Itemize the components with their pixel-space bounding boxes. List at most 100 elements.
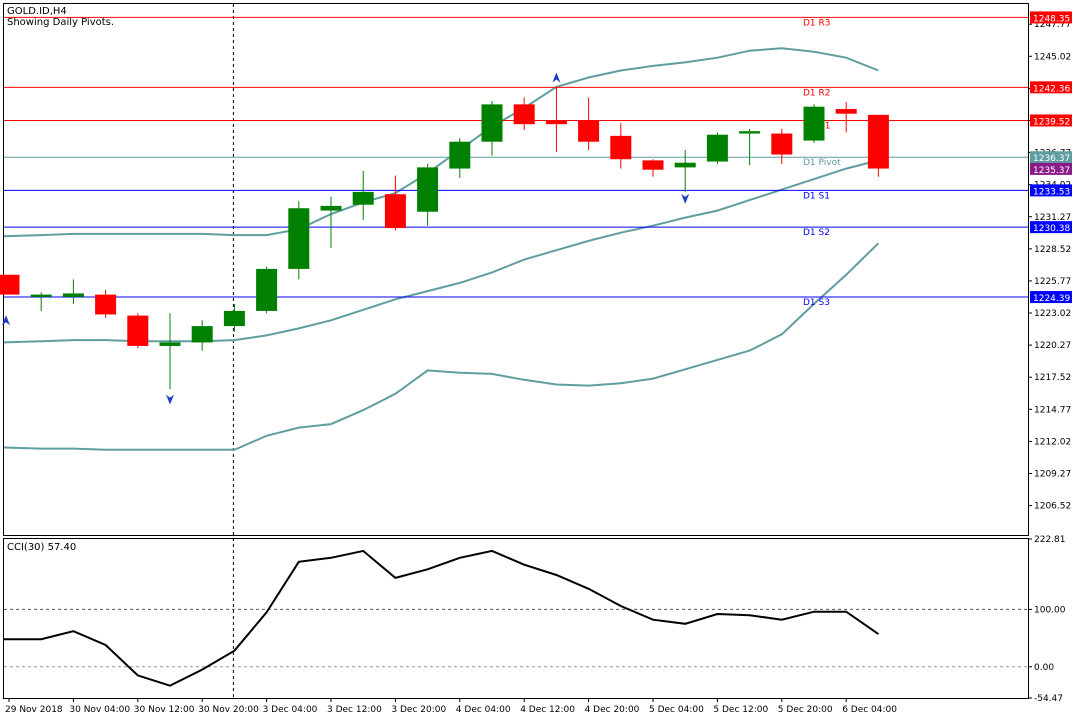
candle-body bbox=[320, 205, 342, 211]
candle-body bbox=[803, 106, 825, 141]
price-tick-label: 1220.27 bbox=[1034, 341, 1071, 351]
candle-body bbox=[835, 109, 857, 114]
time-tick-label: 30 Nov 12:00 bbox=[134, 705, 195, 715]
pivot-price-tag-bg bbox=[1030, 151, 1072, 164]
pivot-price-tag-bg bbox=[1030, 11, 1072, 24]
pivot-price-tag: 1248.35 bbox=[1033, 14, 1070, 24]
candle-body bbox=[191, 326, 213, 343]
pivot-price-tag: 1224.39 bbox=[1033, 294, 1070, 304]
pivot-price-tag: 1230.38 bbox=[1033, 224, 1070, 234]
price-tick-label: 1214.77 bbox=[1034, 405, 1071, 415]
price-tick-label: 1231.27 bbox=[1034, 213, 1071, 223]
price-axis: 1247.771245.021242.271239.521236.771234.… bbox=[1028, 11, 1072, 704]
pivot-price-tag: 1233.53 bbox=[1033, 187, 1070, 197]
pivot-label: D1 S1 bbox=[803, 191, 830, 201]
candle-body bbox=[0, 274, 20, 295]
cci-tick-label: 222.81 bbox=[1034, 535, 1066, 545]
candle-body bbox=[739, 131, 761, 134]
time-tick-label: 3 Dec 12:00 bbox=[327, 705, 382, 715]
bollinger-middle-line bbox=[3, 159, 879, 344]
pivot-label: D1 S2 bbox=[803, 228, 830, 238]
time-tick-label: 29 Nov 2018 bbox=[5, 705, 63, 715]
time-tick-label: 5 Dec 12:00 bbox=[713, 705, 768, 715]
fractal-up-arrow bbox=[552, 72, 561, 83]
time-tick-label: 30 Nov 04:00 bbox=[69, 705, 130, 715]
cci-tick-label: 0.00 bbox=[1034, 663, 1054, 673]
candlestick-series bbox=[0, 86, 889, 390]
candle-body bbox=[642, 160, 664, 170]
price-tick-label: 1245.02 bbox=[1034, 52, 1071, 62]
candle-body bbox=[706, 134, 728, 162]
price-tick-label: 1217.52 bbox=[1034, 373, 1071, 383]
price-tick-label: 1209.27 bbox=[1034, 469, 1071, 479]
candle-body bbox=[352, 191, 374, 205]
current-price-tag: 1235.37 bbox=[1033, 166, 1070, 176]
time-tick-label: 4 Dec 20:00 bbox=[585, 705, 640, 715]
pivot-label: D1 S3 bbox=[803, 298, 830, 308]
pivot-price-tag-bg bbox=[1030, 81, 1072, 94]
candle-body bbox=[481, 104, 503, 142]
candle-body bbox=[417, 167, 439, 212]
symbol-label: GOLD.ID,H4 bbox=[7, 6, 67, 17]
current-price-tag-bg bbox=[1030, 162, 1072, 175]
time-tick-label: 6 Dec 04:00 bbox=[842, 705, 897, 715]
bollinger-bands bbox=[3, 47, 880, 451]
candle-body bbox=[30, 294, 52, 297]
time-tick-label: 4 Dec 12:00 bbox=[520, 705, 575, 715]
candle-body bbox=[771, 133, 793, 155]
cci-tick-label: -54.47 bbox=[1034, 694, 1063, 704]
time-tick-label: 4 Dec 04:00 bbox=[456, 705, 511, 715]
cci-tick-label: 100.00 bbox=[1034, 605, 1066, 615]
fractal-up-arrow bbox=[2, 315, 10, 326]
fractal-markers bbox=[2, 72, 690, 405]
price-tick-label: 1228.52 bbox=[1034, 245, 1071, 255]
candle-body bbox=[95, 294, 117, 315]
price-tick-label: 1225.77 bbox=[1034, 277, 1071, 287]
main-pane-frame bbox=[3, 3, 1029, 536]
candle-body bbox=[610, 135, 632, 160]
pivot-price-tag: 1239.52 bbox=[1033, 117, 1070, 127]
bollinger-upper-line bbox=[3, 47, 879, 238]
cci-indicator bbox=[4, 549, 1028, 687]
time-tick-label: 5 Dec 04:00 bbox=[649, 705, 704, 715]
candle-body bbox=[256, 268, 278, 311]
cci-line bbox=[4, 549, 879, 687]
pivot-price-tag-bg bbox=[1030, 114, 1072, 127]
candle-body bbox=[127, 315, 149, 346]
price-tick-label: 1212.02 bbox=[1034, 437, 1071, 447]
time-tick-label: 5 Dec 20:00 bbox=[778, 705, 833, 715]
candle-body bbox=[674, 162, 696, 168]
candle-body bbox=[449, 141, 471, 169]
pivot-price-tag: 1242.36 bbox=[1033, 84, 1070, 94]
pivot-label: D1 R2 bbox=[803, 88, 831, 98]
pivot-price-tag-bg bbox=[1030, 291, 1072, 304]
candle-body bbox=[384, 194, 406, 229]
cci-title: CCI(30) 57.40 bbox=[7, 542, 76, 553]
pivot-price-tag-bg bbox=[1030, 184, 1072, 197]
candle-body bbox=[578, 120, 600, 142]
pivot-label: D1 R3 bbox=[803, 18, 831, 28]
candle-body bbox=[62, 293, 84, 297]
price-tick-label: 1223.02 bbox=[1034, 309, 1071, 319]
cci-pane-frame bbox=[3, 538, 1029, 699]
pivot-price-tag: 1236.37 bbox=[1033, 154, 1070, 164]
time-tick-label: 3 Dec 04:00 bbox=[263, 705, 318, 715]
pivot-subtitle: Showing Daily Pivots. bbox=[7, 17, 114, 28]
price-tick-label: 1247.77 bbox=[1034, 20, 1071, 30]
fractal-down-arrow bbox=[166, 394, 174, 405]
time-tick-label: 30 Nov 20:00 bbox=[198, 705, 259, 715]
candle-body bbox=[513, 104, 535, 125]
pivot-label: D1 Pivot bbox=[803, 158, 841, 168]
bollinger-lower-line bbox=[3, 242, 880, 451]
time-tick-label: 3 Dec 20:00 bbox=[391, 705, 446, 715]
fractal-down-arrow bbox=[681, 193, 690, 204]
candle-body bbox=[545, 120, 567, 125]
time-axis: 29 Nov 2018 30 Nov 04:00 30 Nov 12:00 30 No… bbox=[5, 698, 897, 715]
price-tick-label: 1206.52 bbox=[1034, 502, 1071, 512]
pivot-price-tag-bg bbox=[1030, 221, 1072, 234]
candle-body bbox=[223, 310, 245, 327]
candle-body bbox=[159, 342, 181, 346]
candle-body bbox=[867, 114, 889, 169]
